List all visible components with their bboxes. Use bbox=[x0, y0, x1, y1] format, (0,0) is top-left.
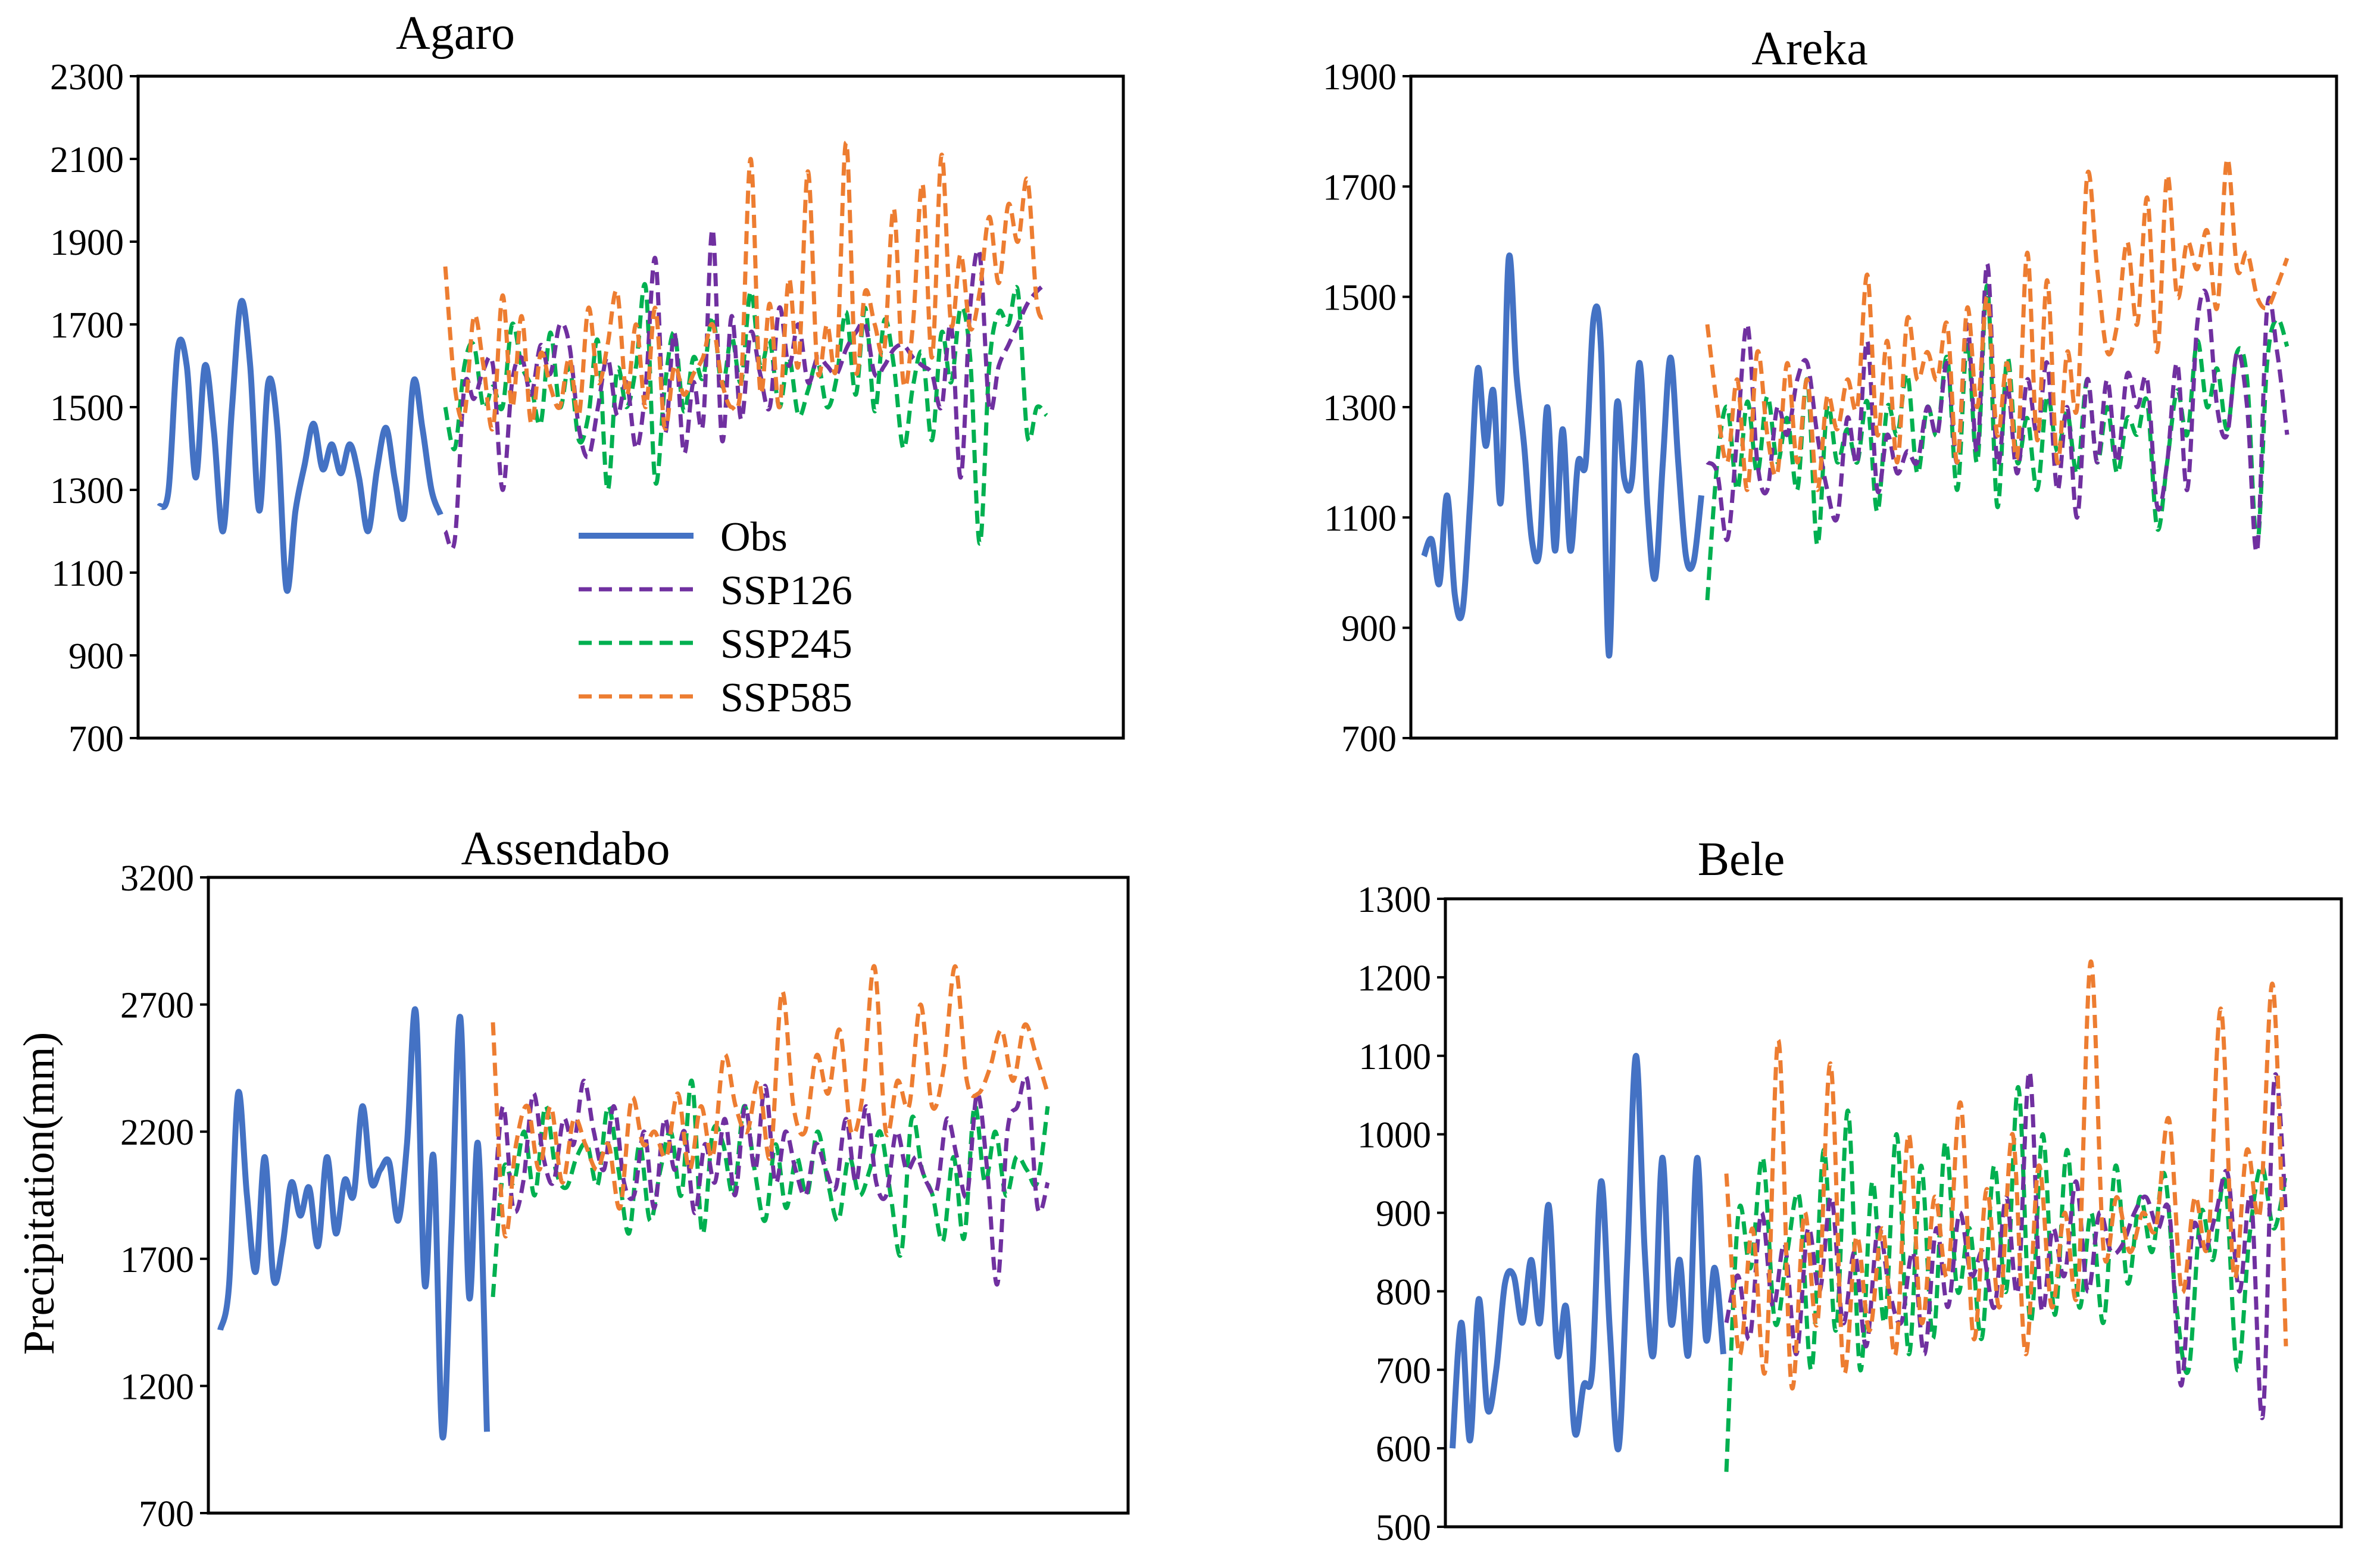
y-tick-label-areka: 1300 bbox=[1323, 388, 1397, 429]
y-tick-label-agaro: 1900 bbox=[50, 223, 124, 263]
y-tick-label-bele: 1100 bbox=[1358, 1037, 1431, 1077]
y-axis-areka: 700 900 1100 1300 1500 1700 1900 bbox=[1323, 57, 1411, 760]
y-tick-label-agaro: 2100 bbox=[50, 140, 124, 180]
legend-item-ssp245: SSP245 bbox=[579, 621, 852, 667]
y-tick-label-areka: 900 bbox=[1341, 609, 1397, 649]
y-tick-label-areka: 700 bbox=[1341, 719, 1397, 760]
chart-assendabo: Assendabo Precipitation(mm) 700 1200 1700 2… bbox=[15, 823, 1130, 1535]
legend: Obs SSP126 SSP245 SSP585 bbox=[579, 514, 852, 721]
chart-bele: Bele 500 600 700 800 900 1000 1100 1200 1300 bbox=[1357, 833, 2343, 1548]
chart-title-bele: Bele bbox=[1698, 833, 1785, 886]
series-lines-bele bbox=[1450, 959, 2288, 1472]
series-line-ssp126-agaro bbox=[443, 227, 1048, 551]
legend-label-ssp126: SSP126 bbox=[720, 568, 852, 614]
y-tick-label-bele: 900 bbox=[1376, 1194, 1431, 1235]
series-lines-areka bbox=[1421, 157, 2290, 659]
y-axis-label-assendabo: Precipitation(mm) bbox=[15, 1032, 64, 1355]
series-lines-assendabo bbox=[217, 964, 1050, 1441]
series-lines-agaro bbox=[157, 140, 1048, 594]
y-tick-label-assendabo: 2200 bbox=[120, 1112, 194, 1153]
y-tick-label-assendabo: 1200 bbox=[120, 1367, 194, 1407]
legend-item-obs: Obs bbox=[579, 514, 788, 560]
series-line-ssp585-assendabo bbox=[491, 964, 1050, 1239]
y-tick-label-agaro: 900 bbox=[68, 636, 124, 677]
y-tick-label-areka: 1900 bbox=[1323, 57, 1397, 98]
series-line-ssp126-assendabo bbox=[491, 1074, 1050, 1287]
y-axis-assendabo: 700 1200 1700 2200 2700 3200 bbox=[120, 858, 208, 1535]
y-tick-label-bele: 1300 bbox=[1357, 880, 1431, 920]
y-tick-label-agaro: 1300 bbox=[50, 471, 124, 511]
legend-label-ssp245: SSP245 bbox=[720, 621, 852, 667]
legend-item-ssp585: SSP585 bbox=[579, 675, 852, 721]
y-tick-label-bele: 700 bbox=[1376, 1351, 1431, 1391]
y-tick-label-bele: 1200 bbox=[1357, 958, 1431, 999]
y-tick-label-bele: 600 bbox=[1376, 1429, 1431, 1470]
y-axis-agaro: 700 900 1100 1300 1500 1700 1900 2100 2300 bbox=[50, 57, 138, 760]
series-line-ssp245-agaro bbox=[443, 282, 1048, 546]
plot-frame-assendabo bbox=[207, 876, 1130, 1515]
chart-title-assendabo: Assendabo bbox=[461, 823, 670, 875]
y-tick-label-agaro: 700 bbox=[68, 719, 124, 760]
y-tick-label-assendabo: 700 bbox=[139, 1494, 194, 1535]
series-line-ssp585-areka bbox=[1705, 157, 2290, 492]
series-line-ssp245-areka bbox=[1705, 283, 2290, 601]
y-tick-label-bele: 1000 bbox=[1357, 1115, 1431, 1156]
y-tick-label-agaro: 1500 bbox=[50, 388, 124, 429]
y-tick-label-assendabo: 2700 bbox=[120, 986, 194, 1026]
y-tick-label-assendabo: 3200 bbox=[120, 858, 194, 899]
chart-title-areka: Areka bbox=[1751, 23, 1867, 75]
legend-label-obs: Obs bbox=[720, 514, 788, 560]
legend-item-ssp126: SSP126 bbox=[579, 568, 852, 614]
chart-areka: Areka 700 900 1100 1300 1500 1700 1900 bbox=[1323, 23, 2338, 760]
series-line-obs-agaro bbox=[157, 298, 443, 594]
legend-label-ssp585: SSP585 bbox=[720, 675, 852, 721]
y-tick-label-agaro: 2300 bbox=[50, 57, 124, 98]
y-tick-label-bele: 800 bbox=[1376, 1272, 1431, 1312]
y-axis-bele: 500 600 700 800 900 1000 1100 1200 1300 bbox=[1357, 880, 1445, 1548]
series-line-obs-bele bbox=[1450, 1052, 1726, 1452]
y-tick-label-assendabo: 1700 bbox=[120, 1240, 194, 1280]
y-tick-label-areka: 1700 bbox=[1323, 167, 1397, 208]
series-line-ssp585-agaro bbox=[443, 140, 1048, 432]
y-tick-label-agaro: 1700 bbox=[50, 305, 124, 346]
y-tick-label-bele: 500 bbox=[1376, 1508, 1431, 1548]
series-line-ssp585-bele bbox=[1724, 959, 2288, 1390]
series-line-ssp126-areka bbox=[1706, 261, 2290, 554]
y-tick-label-areka: 1100 bbox=[1324, 498, 1397, 539]
series-line-obs-assendabo bbox=[217, 1006, 490, 1441]
series-line-obs-areka bbox=[1421, 252, 1704, 659]
y-tick-label-areka: 1500 bbox=[1323, 278, 1397, 318]
chart-agaro: Agaro 700 900 1100 1300 1500 1700 1900 2100 2300 bbox=[50, 7, 1125, 760]
y-tick-label-agaro: 1100 bbox=[51, 554, 124, 594]
chart-title-agaro: Agaro bbox=[396, 7, 515, 60]
series-line-ssp245-bele bbox=[1724, 1085, 2288, 1472]
